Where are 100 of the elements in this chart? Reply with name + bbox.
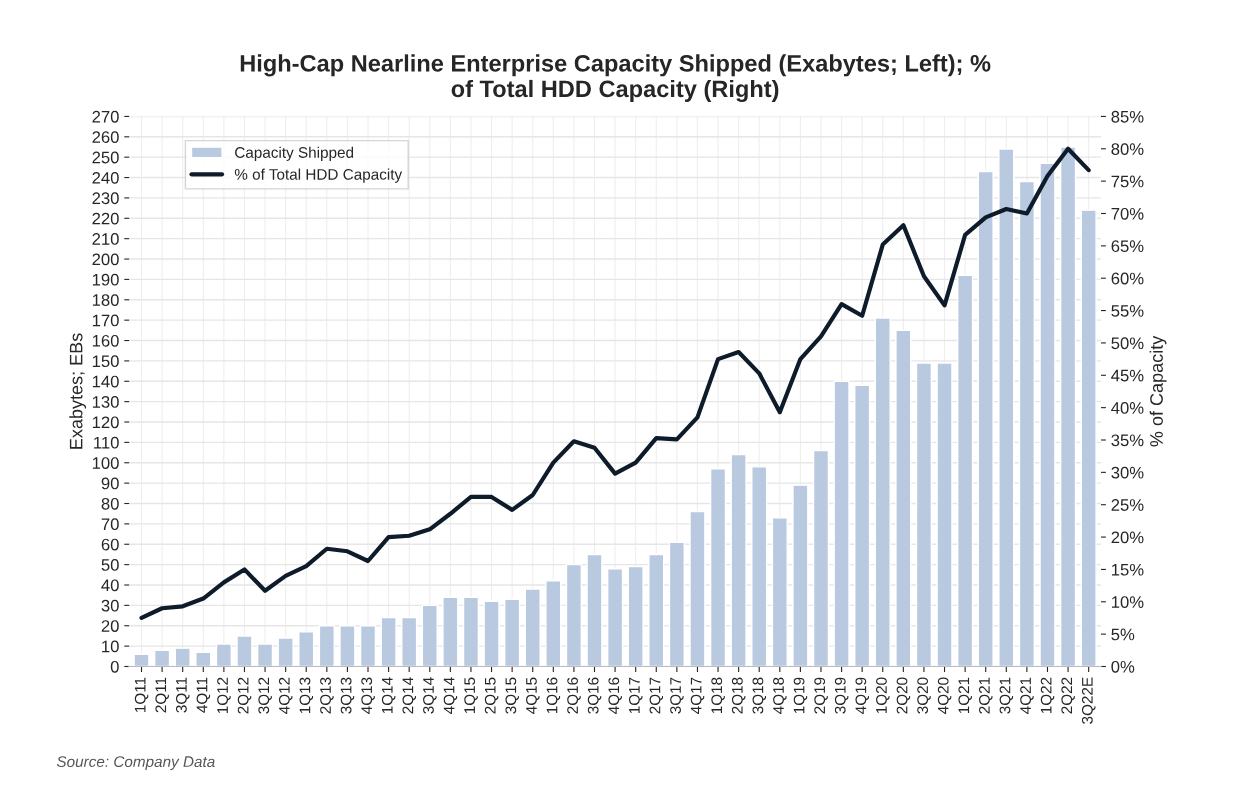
line-series — [139, 146, 1091, 621]
x-tick-label: 4Q13 — [361, 677, 375, 714]
x-tick-label: 1Q14 — [381, 677, 396, 714]
bar — [339, 625, 356, 667]
bar — [812, 449, 830, 667]
source-note: Source: Company Data — [56, 756, 215, 771]
bar — [730, 453, 747, 667]
bar — [133, 653, 150, 667]
bar — [1018, 180, 1035, 667]
x-tick-label: 3Q19 — [834, 677, 849, 714]
bar — [606, 568, 624, 667]
y2-tick-label: 15% — [1112, 563, 1144, 576]
bar — [277, 637, 294, 667]
y-tick-label: 80 — [101, 497, 119, 510]
y-tick-label: 0 — [110, 660, 119, 673]
y-tick-label: 140 — [92, 375, 119, 388]
x-tick-label: 3Q15 — [505, 677, 519, 714]
x-tick-label: 2Q12 — [237, 677, 252, 714]
x-tick-label: 4Q19 — [855, 677, 869, 714]
bar — [998, 148, 1015, 667]
bar — [256, 643, 274, 667]
y-tick-label: 230 — [92, 192, 119, 205]
x-tick-label: 1Q11 — [134, 677, 149, 712]
y-tick-label: 40 — [101, 579, 119, 592]
y2-tick-label: 85% — [1111, 110, 1144, 123]
y-tick-label: 170 — [92, 314, 119, 327]
y2-tick-label: 25% — [1111, 499, 1144, 511]
y-tick-label: 220 — [92, 212, 119, 225]
bar — [648, 553, 665, 667]
x-tick-label: 2Q11 — [155, 677, 169, 713]
y2-tick-label: 45% — [1111, 369, 1144, 382]
x-tick-label: 3Q13 — [340, 677, 355, 714]
bar — [833, 380, 850, 667]
x-tick-label: 2Q16 — [567, 677, 581, 714]
y2-tick-label: 0% — [1111, 660, 1135, 673]
bar — [565, 563, 583, 667]
bar — [195, 651, 212, 667]
x-tick-label: 4Q14 — [443, 677, 458, 714]
x-tick-label: 4Q21 — [1020, 677, 1034, 714]
bar — [792, 484, 809, 667]
y2-tick-label: 65% — [1111, 240, 1144, 253]
bar — [174, 647, 191, 667]
y-tick-label: 200 — [92, 253, 119, 266]
bar — [709, 468, 727, 667]
x-tick-label: 1Q20 — [876, 677, 890, 714]
x-tick-label: 4Q17 — [690, 677, 705, 714]
y-tick-label: 90 — [101, 477, 119, 490]
bar — [874, 317, 891, 667]
bar — [586, 553, 603, 667]
bar — [483, 600, 500, 667]
x-tick-label: 2Q15 — [484, 677, 499, 714]
x-tick-label: 4Q20 — [937, 677, 952, 714]
y-tick-label: 110 — [94, 436, 119, 449]
x-tick-label: 1Q17 — [628, 677, 643, 714]
bar — [668, 541, 685, 667]
legend-label: Capacity Shipped — [235, 146, 354, 161]
x-tick-label: 3Q18 — [752, 677, 767, 714]
x-tick-label: 3Q16 — [587, 677, 602, 714]
y-tick-label: 10 — [102, 640, 119, 653]
y-tick-label: 260 — [92, 131, 119, 144]
y-tick-label: 190 — [92, 273, 119, 286]
y-tick-label: 130 — [92, 396, 119, 408]
bar — [524, 588, 541, 667]
x-tick-label: 3Q21 — [999, 677, 1014, 714]
bar — [977, 170, 994, 667]
bar — [298, 631, 315, 667]
y2-tick-label: 5% — [1111, 628, 1135, 641]
x-tick-label: 3Q20 — [917, 677, 931, 714]
x-tick-label: 2Q19 — [814, 677, 828, 714]
y-axis-title: Exabytes; EBs — [69, 333, 87, 449]
y-tick-label: 70 — [101, 518, 119, 531]
bar — [545, 580, 562, 667]
chart-title: High-Cap Nearline Enterprise Capacity Shipped (Exabytes; Left); % of Total HDD Capacity (Right) — [240, 54, 991, 102]
x-tick-label: 2Q14 — [402, 677, 417, 714]
x-tick-label: 3Q17 — [670, 677, 684, 714]
bar — [895, 329, 912, 667]
x-tick-label: 2Q13 — [320, 677, 334, 714]
y2-tick-label: 55% — [1111, 305, 1144, 317]
x-tick-label: 1Q15 — [464, 677, 478, 714]
y2-tick-label: 30% — [1111, 466, 1144, 479]
y2-tick-label: 40% — [1111, 402, 1144, 414]
bar — [359, 625, 377, 667]
bar — [215, 643, 232, 667]
legend-label: % of Total HDD Capacity — [234, 168, 403, 183]
bar — [380, 616, 397, 667]
bar — [689, 510, 706, 667]
y2-axis-title: % of Capacity — [1149, 335, 1167, 447]
x-tick-label: 1Q12 — [217, 677, 231, 714]
y-tick-label: 240 — [92, 171, 119, 184]
y-tick-label: 50 — [101, 559, 119, 571]
x-tick-label: 2Q20 — [896, 677, 911, 714]
x-tick-label: 1Q13 — [299, 677, 314, 714]
bar — [751, 466, 768, 667]
bar — [627, 565, 644, 667]
x-tick-label: 1Q18 — [711, 677, 725, 714]
x-tick-label: 1Q22 — [1040, 677, 1055, 714]
y-tick-label: 20 — [101, 620, 119, 632]
bar — [318, 625, 335, 667]
y2-tick-label: 80% — [1111, 143, 1144, 155]
x-tick-label: 4Q15 — [526, 677, 540, 714]
